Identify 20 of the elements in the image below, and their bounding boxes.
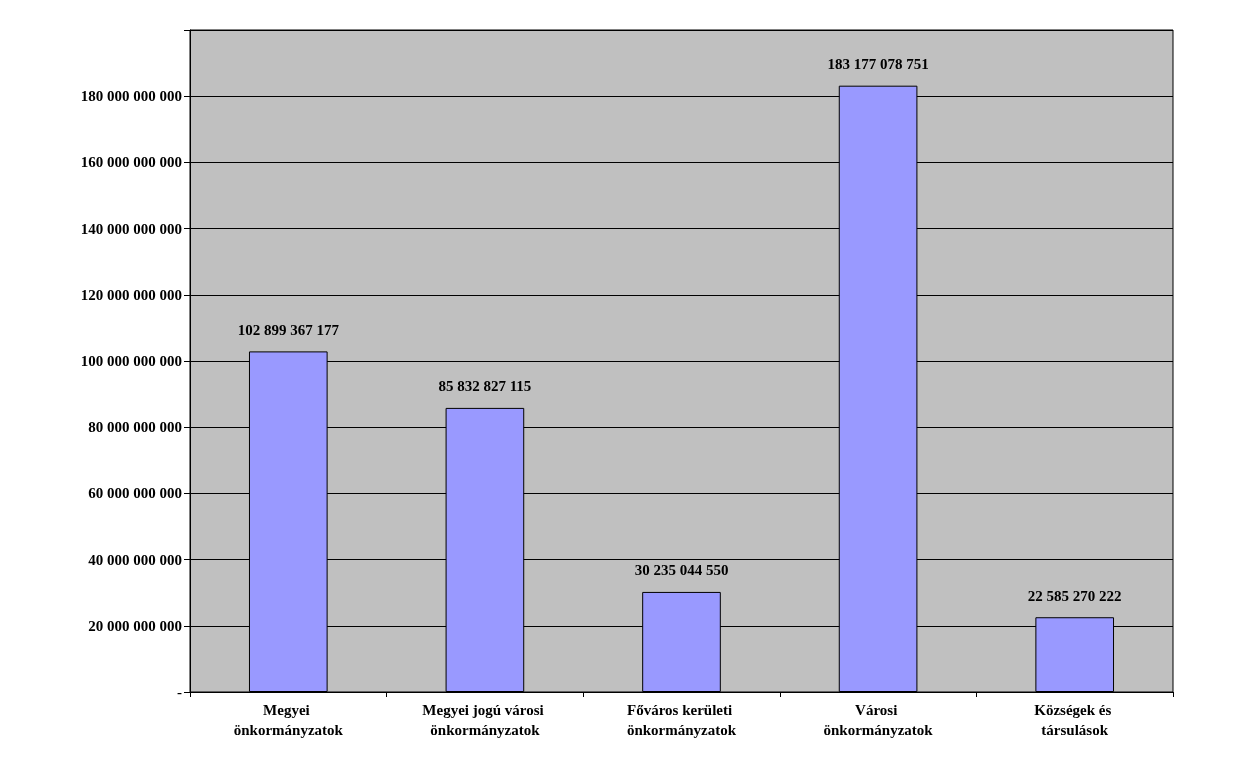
data-label: 30 235 044 550 xyxy=(634,562,729,579)
x-tick-label: Városi önkormányzatok xyxy=(823,702,934,738)
data-label: 85 832 827 115 xyxy=(438,378,532,395)
x-tick-label: Megyei jogú városi önkormányzatok xyxy=(422,702,548,738)
data-label: 183 177 078 751 xyxy=(827,56,929,73)
data-label: 22 585 270 222 xyxy=(1027,587,1122,604)
y-tick-label: 20 000 000 000 xyxy=(88,617,182,634)
x-tick-label: Főváros kerületi önkormányzatok xyxy=(626,702,737,738)
data-label: 102 899 367 177 xyxy=(237,321,340,338)
y-tick-label: 120 000 000 000 xyxy=(80,286,182,303)
y-tick-label: 40 000 000 000 xyxy=(88,551,182,568)
y-tick-label: 140 000 000 000 xyxy=(80,220,182,237)
y-tick-label: 80 000 000 000 xyxy=(88,419,182,436)
y-tick-label: 160 000 000 000 xyxy=(80,154,182,171)
y-tick-label: 100 000 000 000 xyxy=(80,353,182,369)
x-tick-label: Községek és társulások xyxy=(1034,702,1116,738)
y-tick-label: 60 000 000 000 xyxy=(88,485,182,502)
y-tick-label: - xyxy=(177,684,182,700)
x-tick-label: Megyei önkormányzatok xyxy=(233,702,344,738)
y-tick-label: 180 000 000 000 xyxy=(80,88,182,105)
